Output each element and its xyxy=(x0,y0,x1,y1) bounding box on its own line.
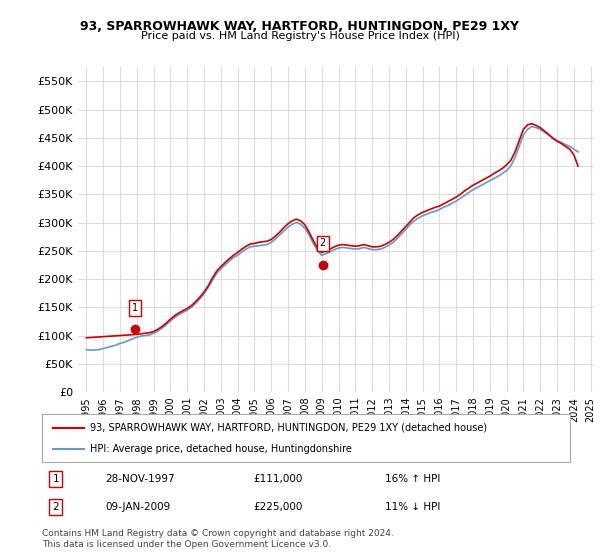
Text: 93, SPARROWHAWK WAY, HARTFORD, HUNTINGDON, PE29 1XY: 93, SPARROWHAWK WAY, HARTFORD, HUNTINGDO… xyxy=(80,20,520,32)
Text: Price paid vs. HM Land Registry's House Price Index (HPI): Price paid vs. HM Land Registry's House … xyxy=(140,31,460,41)
Text: 11% ↓ HPI: 11% ↓ HPI xyxy=(385,502,440,512)
Text: £225,000: £225,000 xyxy=(253,502,302,512)
Text: 16% ↑ HPI: 16% ↑ HPI xyxy=(385,474,440,484)
Text: 1: 1 xyxy=(132,303,138,313)
Text: 28-NOV-1997: 28-NOV-1997 xyxy=(106,474,175,484)
Text: £111,000: £111,000 xyxy=(253,474,302,484)
Text: HPI: Average price, detached house, Huntingdonshire: HPI: Average price, detached house, Hunt… xyxy=(89,444,352,454)
Text: 2: 2 xyxy=(53,502,59,512)
Text: 93, SPARROWHAWK WAY, HARTFORD, HUNTINGDON, PE29 1XY (detached house): 93, SPARROWHAWK WAY, HARTFORD, HUNTINGDO… xyxy=(89,423,487,433)
Text: 1: 1 xyxy=(53,474,59,484)
Text: 09-JAN-2009: 09-JAN-2009 xyxy=(106,502,170,512)
Text: Contains HM Land Registry data © Crown copyright and database right 2024.
This d: Contains HM Land Registry data © Crown c… xyxy=(42,529,394,549)
Text: 2: 2 xyxy=(319,239,326,249)
